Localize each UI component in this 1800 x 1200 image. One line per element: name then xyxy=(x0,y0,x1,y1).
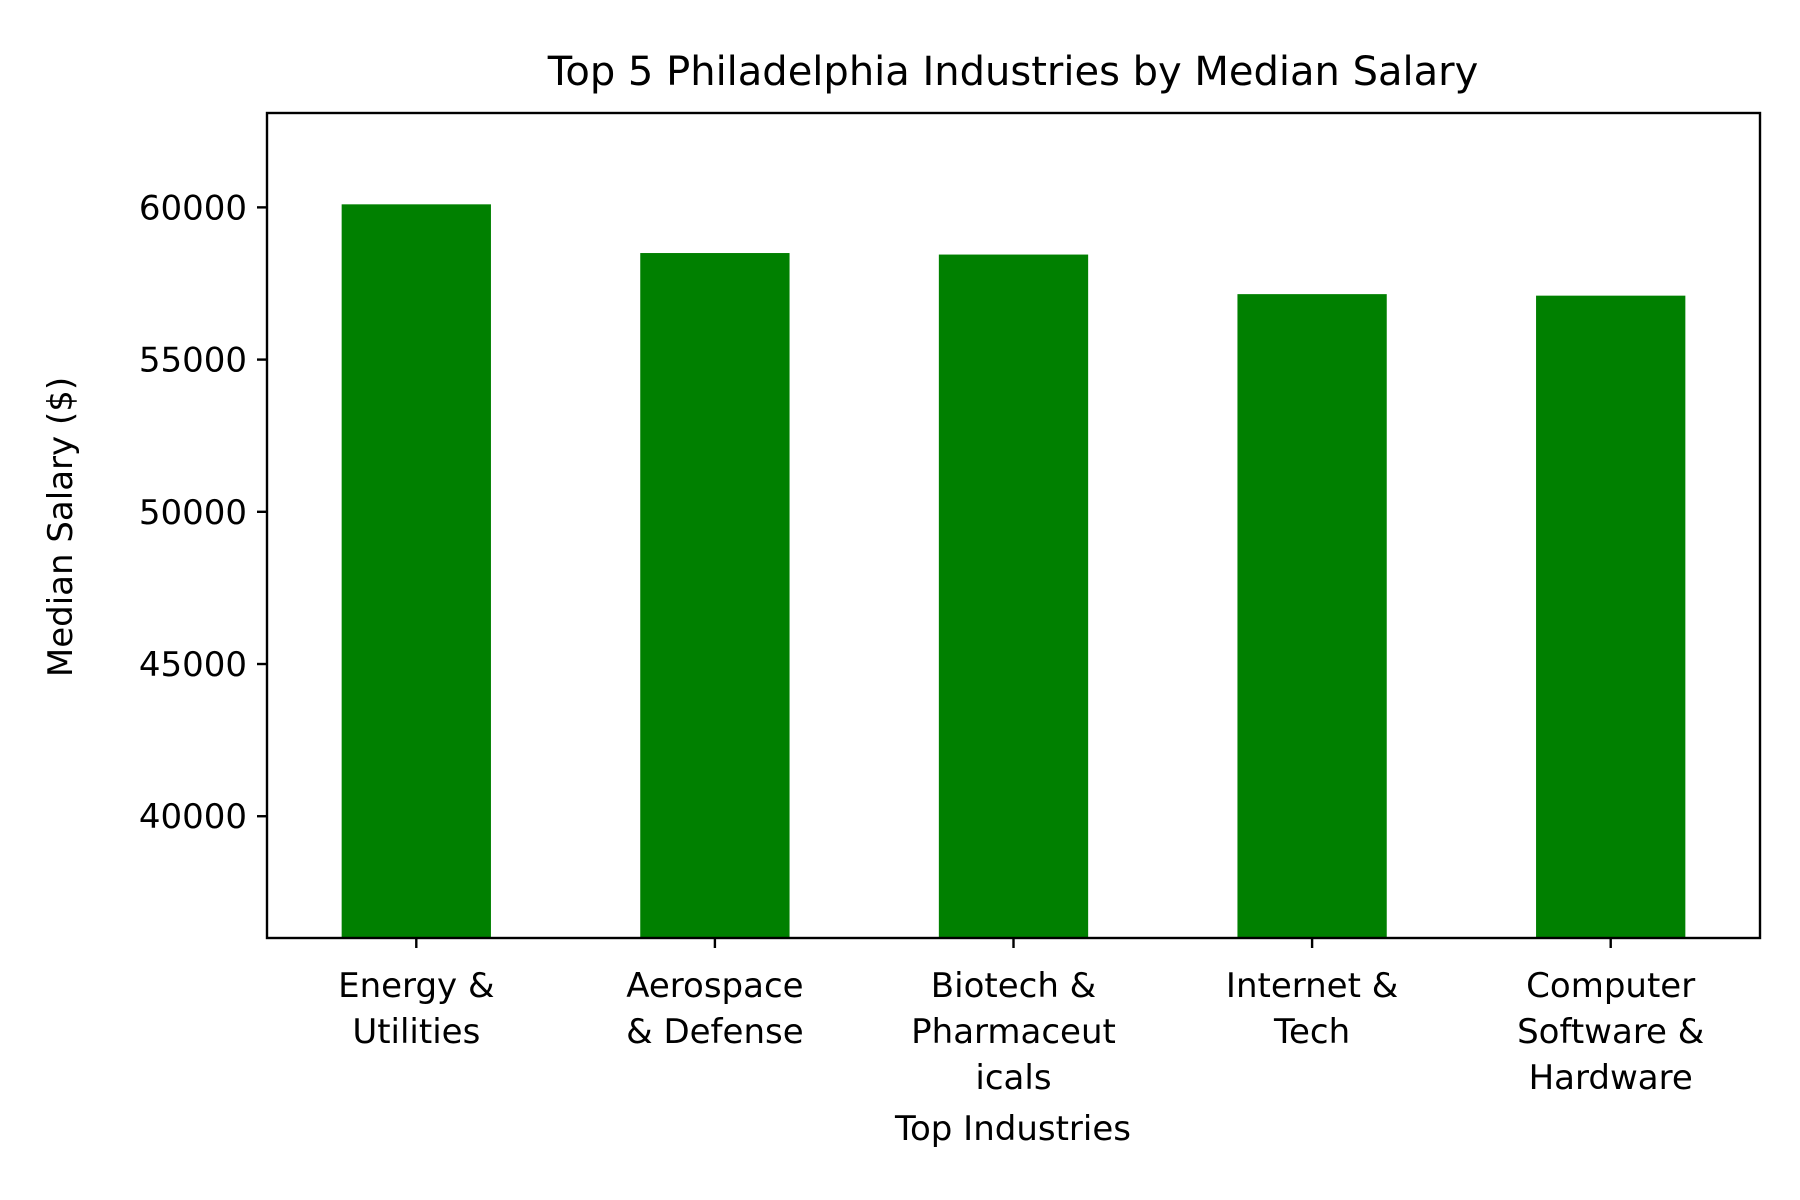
x-tick-label: Biotech & xyxy=(931,966,1096,1006)
x-tick-label: Software & xyxy=(1517,1012,1704,1052)
bar-3 xyxy=(938,254,1089,939)
x-axis: Energy & Utilities Aerospace & Defense Biote… xyxy=(338,938,1704,1098)
bar-1 xyxy=(341,204,491,938)
x-tick-label: Computer xyxy=(1526,966,1695,1006)
x-tick-label: Utilities xyxy=(352,1012,480,1052)
y-tick-label: 45000 xyxy=(139,645,247,685)
bar-2 xyxy=(640,253,790,939)
x-tick-label: & Defense xyxy=(626,1012,804,1052)
bar-4 xyxy=(1237,294,1387,939)
bars-group xyxy=(341,204,1686,939)
x-tick-label: Aerospace xyxy=(626,966,803,1006)
y-axis-title: Median Salary ($) xyxy=(41,377,81,677)
bar-5 xyxy=(1536,295,1686,938)
x-tick-label: Tech xyxy=(1273,1012,1350,1052)
y-tick-label: 55000 xyxy=(139,341,247,381)
y-tick-label: 40000 xyxy=(139,797,247,837)
x-tick-label: Energy & xyxy=(338,966,494,1006)
x-tick-label: Pharmaceut xyxy=(911,1012,1116,1052)
x-axis-title: Top Industries xyxy=(894,1109,1131,1149)
chart-title: Top 5 Philadelphia Industries by Median … xyxy=(547,49,1479,95)
y-axis: 40000 45000 50000 55000 60000 xyxy=(139,188,267,837)
y-tick-label: 50000 xyxy=(139,493,247,533)
x-tick-label: Internet & xyxy=(1226,966,1398,1006)
x-tick-label: icals xyxy=(975,1058,1051,1098)
x-tick-label: Hardware xyxy=(1529,1058,1693,1098)
y-tick-label: 60000 xyxy=(139,188,247,228)
